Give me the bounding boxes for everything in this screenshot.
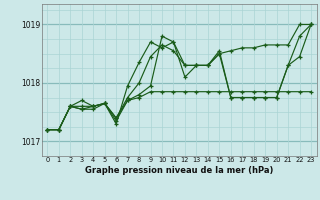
X-axis label: Graphe pression niveau de la mer (hPa): Graphe pression niveau de la mer (hPa) [85, 166, 273, 175]
